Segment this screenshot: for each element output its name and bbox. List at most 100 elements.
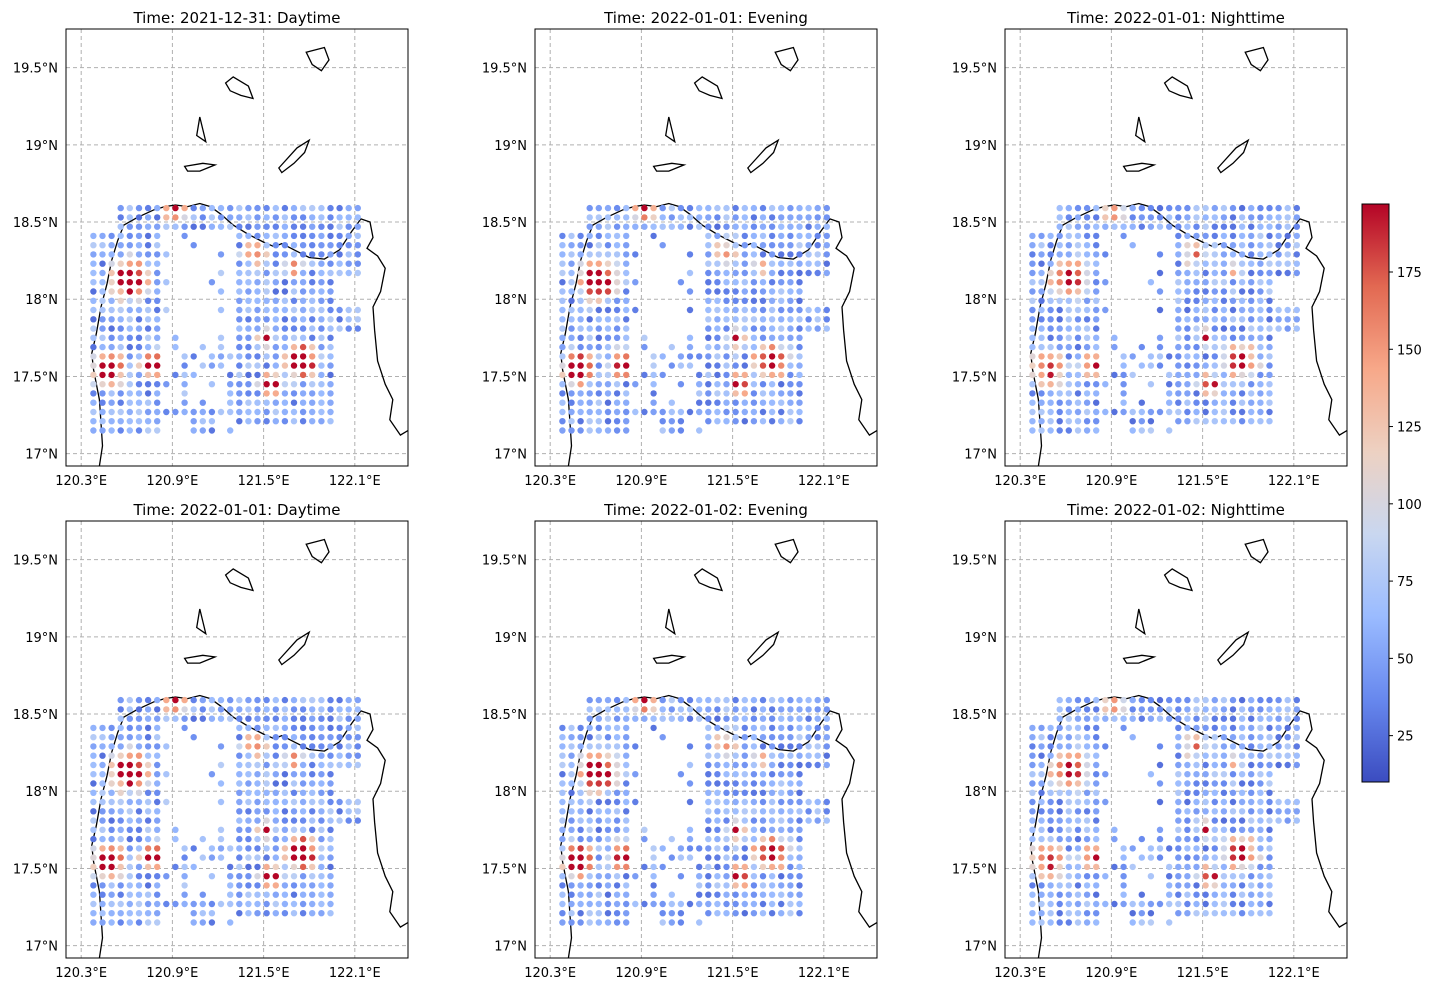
data-point	[568, 251, 575, 258]
data-point	[1211, 891, 1219, 898]
data-point	[1284, 316, 1291, 323]
data-point	[750, 269, 758, 277]
data-point	[1029, 306, 1036, 314]
data-point	[1029, 316, 1036, 323]
data-point	[577, 789, 584, 796]
data-point	[272, 418, 279, 425]
data-point	[768, 204, 776, 212]
data-point	[1074, 808, 1082, 815]
data-point	[568, 910, 575, 917]
data-point	[281, 334, 289, 341]
data-point	[595, 835, 602, 843]
data-point	[108, 891, 115, 898]
data-point	[1248, 724, 1255, 732]
data-point	[309, 279, 316, 286]
data-point	[1047, 780, 1054, 787]
data-point	[309, 724, 316, 732]
data-point	[1175, 418, 1182, 425]
data-point	[1093, 752, 1100, 759]
data-point	[823, 715, 830, 722]
data-point	[1074, 910, 1082, 917]
data-point	[318, 835, 325, 843]
data-point	[705, 408, 712, 416]
data-point	[126, 214, 133, 221]
data-point	[245, 232, 252, 240]
data-point	[595, 826, 602, 833]
data-point	[254, 204, 261, 212]
data-point	[99, 260, 106, 267]
data-point	[281, 390, 289, 397]
data-point	[1238, 390, 1246, 397]
data-point	[1138, 706, 1146, 713]
data-point	[796, 269, 803, 277]
data-point	[1074, 427, 1082, 434]
data-point	[787, 743, 794, 750]
data-point	[1074, 260, 1082, 267]
data-point	[750, 408, 758, 416]
data-point	[245, 873, 252, 880]
data-point	[1229, 399, 1237, 406]
data-point	[217, 743, 225, 750]
data-point	[650, 214, 657, 221]
data-point	[281, 817, 289, 824]
data-point	[586, 214, 593, 221]
lon-tick-label: 122.1°E	[798, 966, 850, 981]
data-point	[190, 223, 197, 230]
data-point	[759, 381, 767, 388]
data-point	[144, 242, 152, 249]
data-point	[805, 752, 812, 759]
data-point	[632, 873, 639, 880]
data-point	[1065, 891, 1073, 898]
data-point	[723, 418, 730, 425]
data-point	[1184, 780, 1191, 787]
data-point	[236, 343, 243, 351]
data-point	[732, 371, 739, 379]
data-point	[1029, 863, 1036, 871]
data-point	[1056, 297, 1063, 304]
data-point	[1147, 919, 1155, 926]
data-point	[650, 371, 657, 379]
data-point	[1257, 204, 1264, 212]
data-point	[299, 789, 307, 796]
data-point	[604, 724, 612, 732]
data-point	[299, 362, 307, 369]
data-point	[163, 408, 170, 416]
data-point	[272, 279, 279, 286]
data-point	[750, 715, 758, 722]
data-point	[99, 371, 106, 379]
data-point	[696, 399, 703, 406]
data-point	[623, 223, 630, 230]
island-outline	[774, 538, 799, 564]
data-point	[1111, 706, 1118, 713]
data-point	[1111, 334, 1118, 341]
data-point	[787, 353, 794, 360]
island-outline	[277, 138, 311, 174]
data-point	[1083, 854, 1091, 861]
data-point	[99, 408, 106, 416]
data-point	[217, 223, 225, 230]
data-point	[144, 362, 152, 369]
data-point	[1184, 743, 1191, 750]
data-point	[1175, 316, 1182, 323]
data-point	[336, 817, 343, 824]
data-point	[768, 251, 776, 258]
data-point	[327, 297, 334, 304]
data-point	[1248, 715, 1255, 722]
data-point	[714, 808, 721, 815]
data-point	[1202, 891, 1209, 898]
data-point	[1083, 381, 1091, 388]
data-point	[1284, 214, 1291, 221]
data-point	[336, 325, 343, 332]
data-point	[117, 427, 124, 434]
data-point	[135, 891, 143, 898]
data-point	[787, 334, 794, 341]
data-point	[272, 297, 279, 304]
data-point	[1065, 845, 1073, 852]
data-point	[623, 418, 630, 425]
data-point	[595, 873, 602, 880]
data-point	[1257, 826, 1264, 833]
data-point	[281, 279, 289, 286]
data-point	[1093, 910, 1100, 917]
data-point	[778, 399, 785, 406]
data-point	[787, 371, 794, 379]
